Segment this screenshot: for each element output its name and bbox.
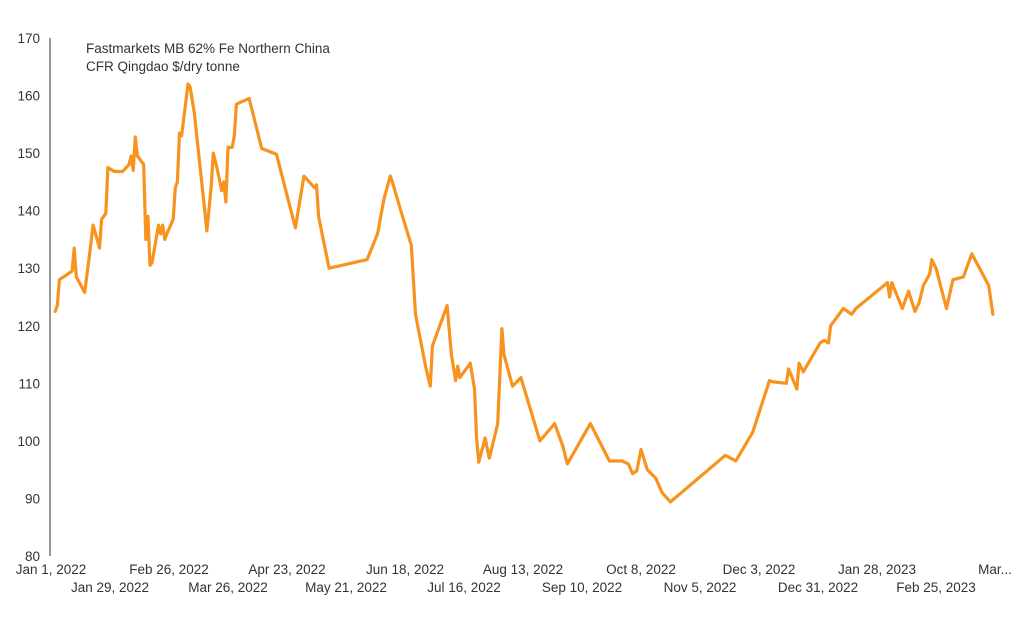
legend-label-line1: Fastmarkets MB 62% Fe Northern China <box>86 41 330 56</box>
y-tick-label: 150 <box>17 146 40 161</box>
x-tick-label: Mar... <box>978 562 1012 577</box>
x-tick-label: Jul 16, 2022 <box>427 580 501 595</box>
x-tick-label: May 21, 2022 <box>305 580 387 595</box>
legend-label-line2: CFR Qingdao $/dry tonne <box>86 59 240 74</box>
y-tick-label: 120 <box>17 319 40 334</box>
x-tick-labels: Jan 1, 2022 Jan 29, 2022 Feb 26, 2022 Mar 2… <box>16 562 1012 595</box>
x-tick-label: Dec 31, 2022 <box>778 580 858 595</box>
x-tick-label: Feb 25, 2023 <box>896 580 976 595</box>
y-tick-label: 140 <box>17 204 40 219</box>
y-tick-label: 170 <box>17 31 40 46</box>
y-tick-label: 100 <box>17 434 40 449</box>
x-tick-label: Jan 29, 2022 <box>71 580 149 595</box>
x-tick-label: Sep 10, 2022 <box>542 580 622 595</box>
x-tick-label: Dec 3, 2022 <box>723 562 796 577</box>
x-tick-label: Oct 8, 2022 <box>606 562 676 577</box>
x-tick-label: Jun 18, 2022 <box>366 562 444 577</box>
y-tick-label: 80 <box>25 549 40 564</box>
series-layer <box>53 82 995 504</box>
y-tick-label: 160 <box>17 89 40 104</box>
series-line <box>53 82 995 504</box>
y-tick-label: 90 <box>25 491 40 506</box>
y-tick-label: 110 <box>18 376 40 391</box>
x-tick-label: Feb 26, 2022 <box>129 562 209 577</box>
x-tick-label: Apr 23, 2022 <box>248 562 325 577</box>
y-tick-labels: 80 90 100 110 120 130 140 150 160 170 <box>17 31 40 564</box>
x-tick-label: Nov 5, 2022 <box>664 580 737 595</box>
x-tick-label: Mar 26, 2022 <box>188 580 268 595</box>
legend: Fastmarkets MB 62% Fe Northern China CFR… <box>86 41 330 74</box>
x-tick-label: Aug 13, 2022 <box>483 562 563 577</box>
x-tick-label: Jan 1, 2022 <box>16 562 87 577</box>
y-tick-label: 130 <box>17 261 40 276</box>
x-tick-label: Jan 28, 2023 <box>838 562 916 577</box>
